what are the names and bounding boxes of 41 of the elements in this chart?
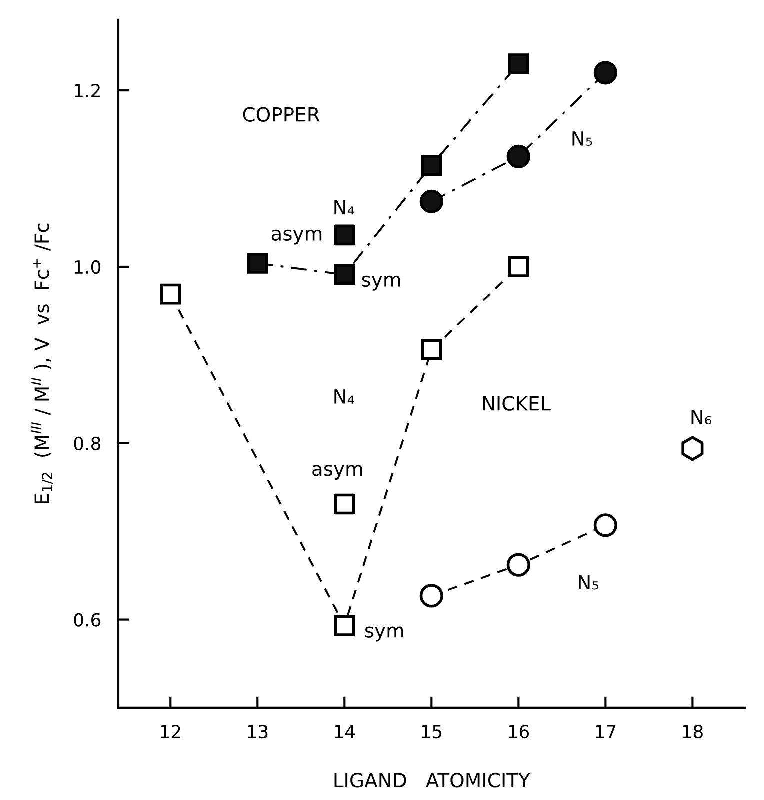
point bbox=[421, 155, 442, 176]
x-tick-label: 17 bbox=[596, 725, 616, 738]
annotation: asym bbox=[312, 465, 362, 480]
x-axis-title: LIGAND ATOMICITY bbox=[334, 773, 530, 788]
text: E$_{1/2}$ (M$^{III}$ / M$^{II}$ ), V vs Fc$^{+}$ /Fc bbox=[32, 224, 54, 504]
y-tick-label: 1.2 bbox=[75, 84, 100, 98]
annotation: N₄ bbox=[334, 200, 355, 215]
point bbox=[334, 264, 356, 286]
point bbox=[334, 616, 356, 636]
annotation: NICKEL bbox=[483, 396, 551, 411]
annotation: sym bbox=[362, 276, 400, 291]
y-tick-label: 1.0 bbox=[75, 260, 101, 274]
x-tick-label: 14 bbox=[335, 725, 356, 738]
x-tick-label: 12 bbox=[161, 724, 180, 738]
point bbox=[420, 584, 444, 608]
point bbox=[682, 436, 704, 462]
point bbox=[508, 54, 530, 75]
annotation: N₅ bbox=[572, 132, 592, 146]
x-tick-label: 16 bbox=[509, 724, 530, 739]
annotation: sym bbox=[365, 626, 404, 642]
point bbox=[508, 256, 530, 278]
point bbox=[160, 284, 182, 305]
point bbox=[334, 494, 356, 515]
annotation: COPPER bbox=[243, 107, 320, 122]
point bbox=[506, 144, 530, 169]
x-tick-label: 15 bbox=[422, 725, 442, 739]
point bbox=[420, 190, 444, 214]
point bbox=[506, 553, 530, 577]
annotation: asym bbox=[272, 230, 322, 245]
y-tick-label: 0.6 bbox=[74, 613, 101, 627]
point bbox=[334, 224, 356, 246]
point bbox=[594, 514, 618, 538]
y-tick-label: 0.8 bbox=[74, 436, 101, 450]
x-tick-label: 13 bbox=[248, 724, 268, 739]
point bbox=[247, 253, 268, 274]
annotation: N₆ bbox=[692, 410, 712, 425]
point bbox=[421, 339, 442, 360]
annotation: N₄ bbox=[334, 390, 355, 404]
annotation: N₅ bbox=[579, 575, 599, 590]
x-tick-label: 18 bbox=[683, 724, 703, 739]
point bbox=[594, 61, 618, 85]
